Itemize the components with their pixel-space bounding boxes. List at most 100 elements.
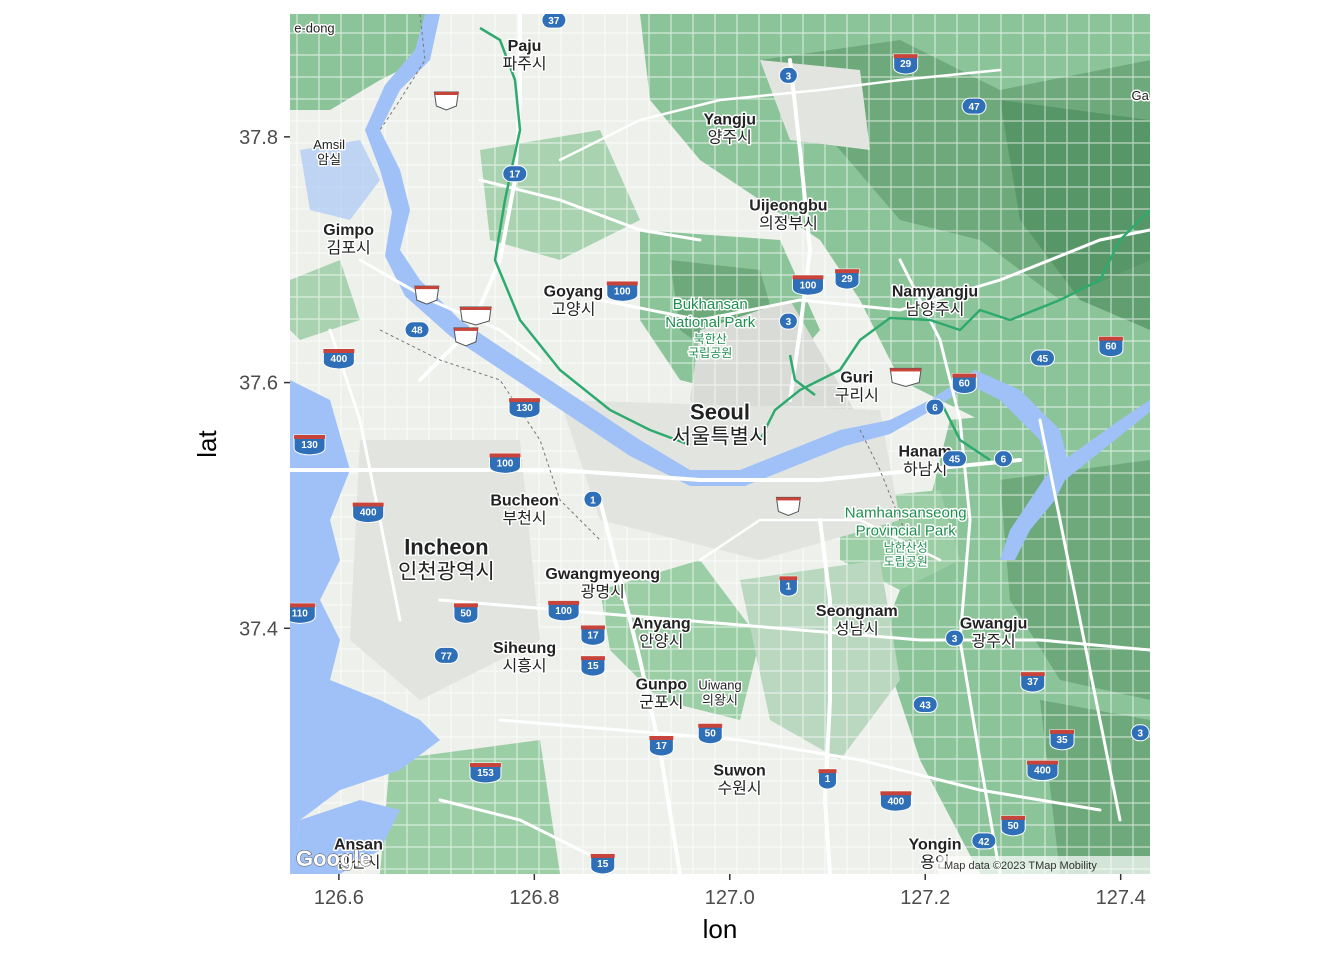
shield-badge-top [893, 54, 918, 59]
shield-badge [818, 768, 837, 790]
shield-number: 3 [786, 317, 792, 328]
road-shield: 29 [893, 53, 919, 75]
place-name-en: Incheon [404, 535, 488, 560]
park-name-en: Namhansanseong [845, 505, 967, 522]
place-name-ko: 파주시 [502, 54, 546, 73]
map-attribution[interactable]: Map data ©2023 TMap Mobility [944, 860, 1097, 872]
park-name-ko: 북한산 [694, 332, 727, 346]
shield-badge-top [489, 453, 521, 458]
shield-badge-top [323, 349, 355, 353]
shield-badge [1098, 336, 1124, 358]
shield-badge-top [460, 307, 492, 310]
place-name-en: Paju [508, 38, 542, 55]
shield-badge-top [606, 281, 638, 286]
place-name-ko: 구리시 [835, 386, 879, 405]
place-name-en: Seongnam [816, 603, 898, 620]
shield-badge-top [818, 769, 837, 774]
shield-badge [961, 97, 987, 115]
shield-badge [879, 790, 912, 812]
road-shield: 3 [945, 629, 965, 647]
shield-badge [1030, 349, 1055, 367]
shield-number: 3 [952, 634, 958, 645]
shield-number: 3 [786, 71, 792, 82]
shield-number: 100 [800, 280, 817, 291]
shield-badge-top [1001, 815, 1026, 820]
place-name-en: Yongin [908, 836, 961, 853]
road-shield: 77 [433, 646, 459, 664]
x-tick-label: 127.4 [1096, 887, 1146, 909]
shield-badge-top [1098, 336, 1123, 341]
shield-badge [606, 280, 639, 302]
shield-number: 37 [1027, 677, 1039, 688]
road-shield: 37 [1020, 671, 1046, 693]
water-layer [290, 14, 1150, 874]
shield-number: 15 [597, 859, 609, 870]
road-shield: 100 [489, 452, 521, 474]
place-name-en: Siheung [493, 640, 556, 657]
shield-number: 61 [783, 501, 795, 512]
shield-number: 400 [360, 508, 377, 519]
shield-number: 77 [421, 290, 433, 301]
shield-badge [834, 268, 860, 290]
place-name-ko: 암실 [317, 153, 341, 168]
x-axis: 126.6 126.8 127.0 127.2 127.4 [314, 874, 1146, 909]
place-name-en: Uiwang [698, 678, 741, 693]
shield-badge [993, 450, 1013, 468]
place-name-ko: 서울특별시 [672, 424, 769, 448]
shield-badge [1049, 729, 1075, 751]
shield-badge [414, 285, 440, 305]
road-shield: 50 [697, 723, 723, 745]
place-name-ko: 시흥시 [502, 656, 546, 675]
shield-badge [778, 66, 798, 84]
place-name-en: Hanam [899, 443, 952, 460]
road-shield: 6 [925, 398, 945, 416]
shield-badge-top [469, 763, 501, 768]
place-name-ko: 김포시 [327, 238, 371, 257]
shield-number: 1 [786, 581, 792, 592]
place-name-ko: 성남시 [835, 619, 879, 638]
road-shield: 48 [404, 321, 430, 339]
place-name-en: Guri [840, 370, 873, 387]
road-shield: 45 [942, 450, 968, 468]
place-name-ko: 광명시 [581, 582, 625, 601]
shield-number: 42 [978, 837, 990, 848]
shield-badge [791, 274, 824, 296]
shield-number: 35 [1056, 735, 1068, 746]
shield-badge-top [890, 368, 922, 372]
shield-badge [502, 165, 528, 183]
shield-badge [1026, 760, 1059, 782]
place-name-en: Yangju [704, 112, 756, 129]
road-shield: 77 [433, 91, 459, 111]
road-shield: 15 [590, 853, 616, 874]
place-name-en: Ansan [334, 836, 383, 853]
road-shield: 35 [1049, 729, 1075, 751]
y-tick-label: 37.6 [239, 373, 278, 395]
shield-badge [590, 853, 616, 874]
shield-number: 357 [467, 311, 484, 322]
